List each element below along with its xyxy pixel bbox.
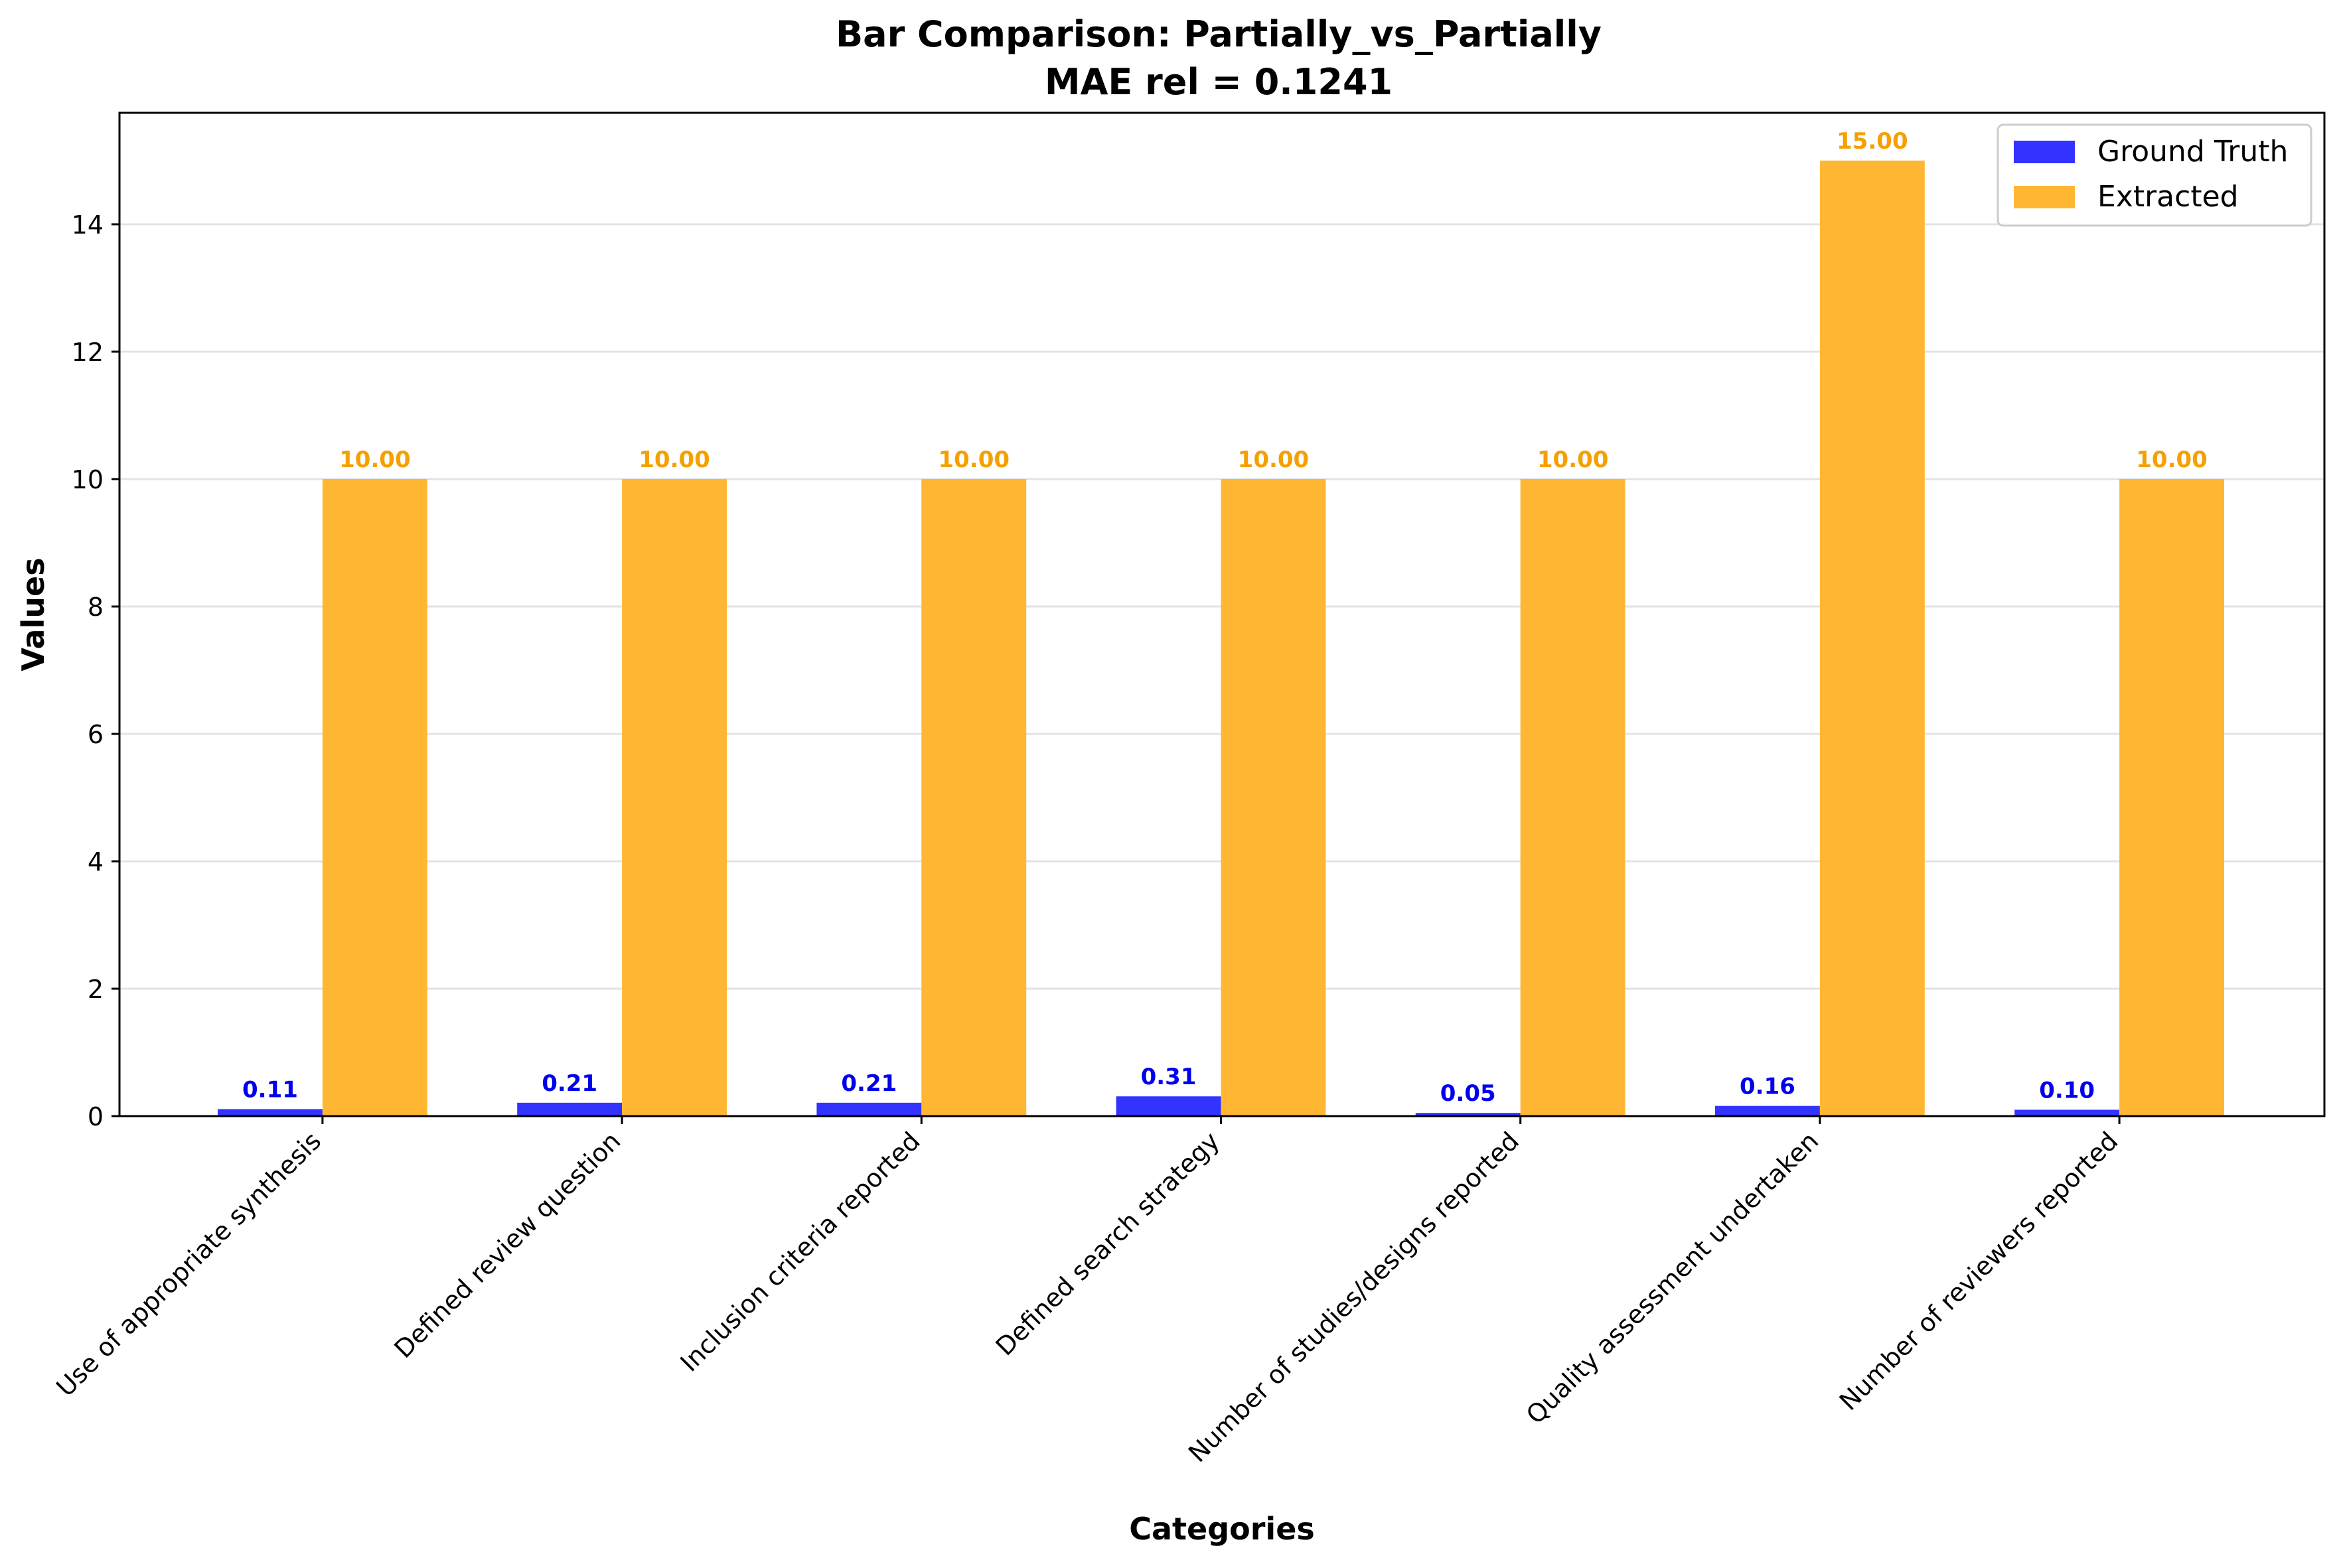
bar-extracted-1 [622, 479, 727, 1116]
value-label: 10.00 [1537, 447, 1609, 473]
y-tick-label: 6 [88, 720, 104, 749]
value-label: 10.00 [938, 447, 1010, 473]
legend-swatch-extracted [2014, 186, 2075, 208]
chart-subtitle: MAE rel = 0.1241 [1045, 61, 1393, 103]
bar-extracted-2 [921, 479, 1027, 1116]
y-tick-label: 10 [72, 465, 104, 494]
value-label: 10.00 [339, 447, 411, 473]
value-labels: 0.11 0.21 0.21 0.31 0.05 0.16 0.10 10.00 10.00 10… [242, 128, 2208, 1107]
bar-ground-truth-5 [1715, 1105, 1820, 1116]
bar-ground-truth-2 [816, 1102, 922, 1116]
legend: Ground Truth Extracted [1997, 123, 2312, 227]
value-label: 0.16 [1740, 1074, 1795, 1100]
value-label: 0.31 [1141, 1064, 1197, 1090]
bar-extracted-3 [1221, 479, 1326, 1116]
y-tick-label: 8 [88, 593, 104, 622]
bar-ground-truth-4 [1415, 1113, 1521, 1116]
y-tick-label: 4 [88, 847, 104, 877]
value-label: 10.00 [1238, 447, 1310, 473]
legend-swatch-ground-truth [2014, 141, 2075, 163]
legend-box [1997, 123, 2312, 227]
y-tick-label: 12 [72, 338, 104, 367]
bar-ground-truth-0 [218, 1109, 323, 1116]
value-label: 0.21 [841, 1070, 897, 1097]
bar-ground-truth-6 [2014, 1109, 2120, 1116]
bar-extracted-6 [2119, 479, 2224, 1116]
legend-label-extracted: Extracted [2097, 180, 2239, 214]
bar-ground-truth-1 [517, 1102, 623, 1116]
value-label: 0.10 [2039, 1077, 2095, 1104]
value-label: 10.00 [2136, 447, 2208, 473]
y-tick-label: 0 [88, 1102, 104, 1131]
value-label: 0.05 [1440, 1080, 1496, 1107]
bar-extracted-0 [322, 479, 427, 1116]
y-axis-label: Values [15, 557, 51, 671]
value-label: 0.11 [242, 1076, 298, 1103]
y-tick-label: 2 [88, 975, 104, 1004]
chart-title: Bar Comparison: Partially_vs_Partially [836, 13, 1602, 55]
value-label: 10.00 [639, 447, 710, 473]
value-label: 0.21 [542, 1070, 597, 1097]
bars [218, 161, 2224, 1116]
y-tick-label: 14 [72, 210, 104, 240]
value-label: 15.00 [1837, 128, 1908, 155]
bar-extracted-4 [1520, 479, 1625, 1116]
legend-label-ground-truth: Ground Truth [2097, 135, 2288, 169]
bar-ground-truth-3 [1116, 1096, 1221, 1116]
y-axis: 0 2 4 6 8 10 12 14 [72, 210, 119, 1131]
x-axis-label: Categories [1129, 1511, 1315, 1547]
bar-extracted-5 [1819, 161, 1925, 1116]
